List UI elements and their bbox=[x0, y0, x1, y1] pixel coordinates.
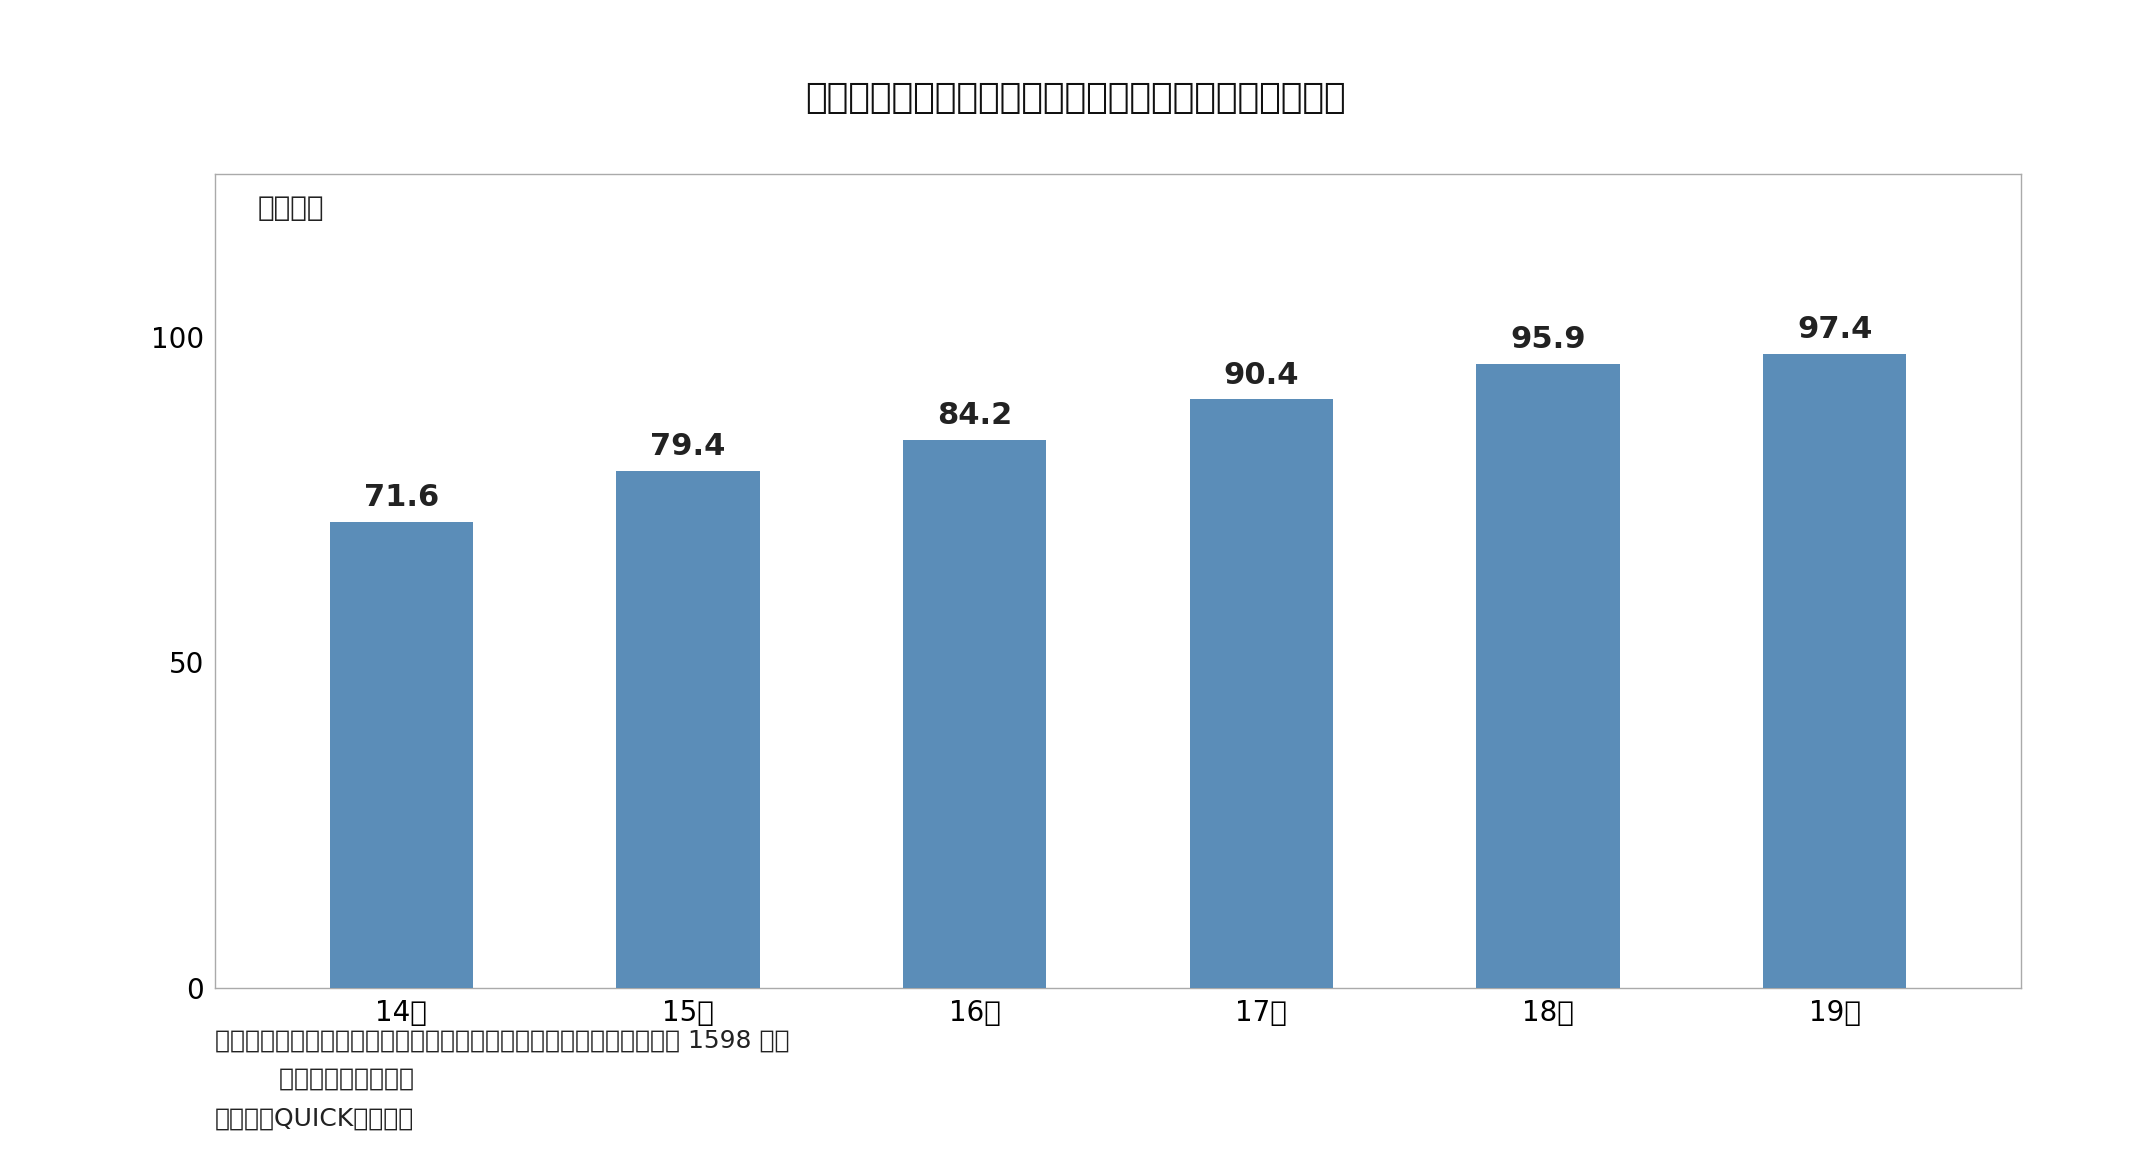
Text: 合計（金融を除く）: 合計（金融を除く） bbox=[215, 1067, 415, 1091]
Text: （資料）QUICKより作成: （資料）QUICKより作成 bbox=[215, 1106, 415, 1131]
Bar bbox=[1763, 354, 1907, 988]
Text: 97.4: 97.4 bbox=[1797, 315, 1873, 344]
Text: 95.9: 95.9 bbox=[1509, 325, 1587, 354]
Text: 【図表２】上場企業が保有する現預金は増え続けている: 【図表２】上場企業が保有する現預金は増え続けている bbox=[804, 81, 1346, 115]
Bar bbox=[1189, 400, 1333, 988]
Bar bbox=[1477, 364, 1619, 988]
Text: 79.4: 79.4 bbox=[649, 432, 727, 461]
Bar bbox=[617, 471, 759, 988]
Text: 71.6: 71.6 bbox=[363, 483, 439, 512]
Bar bbox=[903, 439, 1047, 988]
Bar bbox=[329, 522, 473, 988]
Text: （注）各年１月時点。東証１部のうち連続してデータを取得できる約 1598 社の: （注）各年１月時点。東証１部のうち連続してデータを取得できる約 1598 社の bbox=[215, 1028, 789, 1053]
Text: 90.4: 90.4 bbox=[1223, 360, 1299, 389]
Text: 84.2: 84.2 bbox=[937, 401, 1013, 430]
Text: （兆円）: （兆円） bbox=[258, 194, 325, 222]
